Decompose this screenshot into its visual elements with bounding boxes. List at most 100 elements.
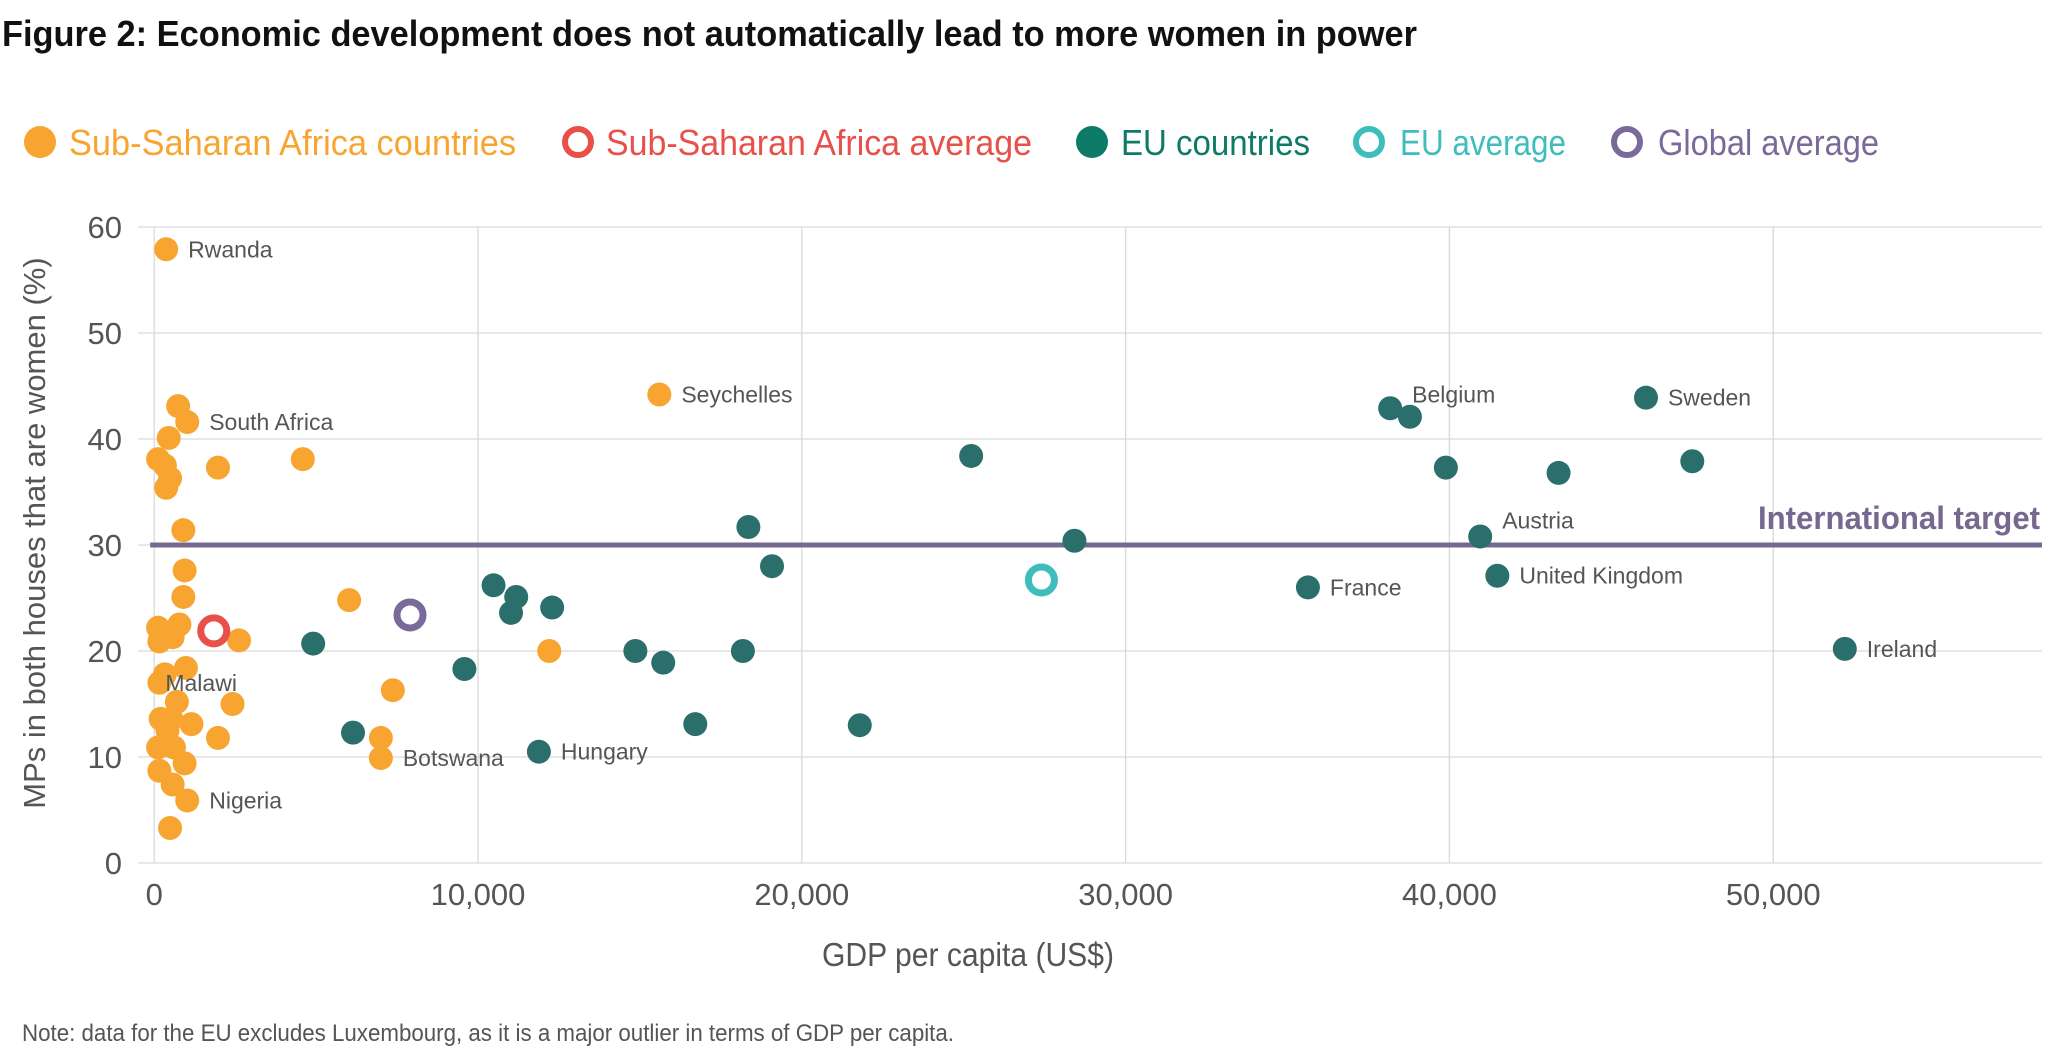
legend: Sub-Saharan Africa countries Sub-Saharan …: [24, 122, 1879, 163]
data-point: [368, 746, 393, 771]
data-point: [175, 410, 200, 435]
data-point: [1633, 385, 1658, 410]
data-point: [1468, 524, 1493, 549]
data-point: [172, 558, 197, 583]
x-tick-label: 50,000: [1726, 877, 1821, 912]
reference-line-group: International target: [150, 500, 2042, 548]
data-point: [227, 628, 252, 653]
data-point: [683, 712, 708, 737]
data-point: [172, 751, 197, 776]
point-label: Belgium: [1412, 381, 1495, 407]
chart-title: Figure 2: Economic development does not …: [2, 13, 1417, 54]
legend-item-label: Global average: [1658, 122, 1879, 163]
data-point: [651, 650, 676, 675]
y-tick-label: 0: [105, 846, 122, 881]
data-point: [160, 625, 185, 650]
data-point: [537, 639, 562, 663]
y-tick-label: 40: [88, 422, 122, 457]
legend-marker-ring: [562, 126, 594, 158]
data-point: [647, 382, 672, 407]
data-point: [760, 554, 785, 579]
point-label: Hungary: [561, 739, 648, 765]
legend-item-label: Sub-Saharan Africa countries: [69, 122, 516, 163]
data-point: [1397, 404, 1422, 429]
data-point: [175, 788, 200, 813]
data-point: [173, 655, 198, 680]
y-tick-label: 20: [88, 634, 122, 669]
point-label: Rwanda: [188, 236, 273, 262]
data-point: [1832, 636, 1857, 661]
data-point: [290, 447, 315, 472]
x-tick-label: 0: [146, 877, 163, 912]
data-point: [452, 657, 477, 682]
data-point: [847, 713, 872, 738]
legend-item-label: EU average: [1400, 122, 1566, 163]
x-tick-label: 10,000: [431, 877, 526, 912]
y-tick-label: 30: [88, 528, 122, 563]
x-tick-label: 20,000: [754, 877, 849, 912]
data-point: [171, 518, 196, 543]
y-tick-label: 10: [88, 740, 122, 775]
data-point: [154, 237, 179, 262]
data-point: [526, 739, 551, 764]
data-point: [380, 678, 405, 703]
point-label: United Kingdom: [1519, 563, 1683, 589]
data-point: [1546, 460, 1571, 485]
legend-item-label: EU countries: [1121, 122, 1310, 163]
data-point: [959, 443, 984, 468]
legend-marker-ring: [1611, 126, 1643, 158]
x-tick-label: 40,000: [1402, 877, 1497, 912]
data-point: [158, 816, 183, 841]
point-label: Sweden: [1668, 385, 1751, 411]
legend-item-label: Sub-Saharan Africa average: [606, 122, 1032, 163]
data-point: [1680, 449, 1705, 474]
data-point: [154, 475, 179, 500]
data-point: [171, 584, 196, 609]
data-point: [736, 514, 761, 539]
data-point: [730, 639, 755, 663]
data-point: [499, 600, 524, 625]
data-point: [1378, 396, 1403, 421]
data-point: [301, 631, 326, 656]
point-label: France: [1330, 574, 1402, 600]
international-target-label: International target: [1758, 500, 2040, 536]
average-marker: [393, 598, 427, 632]
data-point: [147, 670, 172, 695]
point-label: Seychelles: [681, 381, 792, 407]
data-point: [179, 712, 204, 737]
x-tick-label: 30,000: [1078, 877, 1173, 912]
data-point: [368, 725, 393, 750]
legend-marker-ring: [1353, 126, 1385, 158]
average-marker: [197, 614, 231, 648]
legend-marker-dot: [1076, 126, 1108, 158]
point-label: South Africa: [209, 409, 333, 435]
data-point: [220, 692, 245, 716]
data-point: [205, 455, 230, 480]
average-marker: [1024, 563, 1058, 597]
data-point: [1433, 455, 1458, 480]
legend-marker-dot: [24, 126, 56, 158]
data-point: [540, 595, 565, 620]
data-point: [1485, 563, 1510, 588]
y-axis-label: MPs in both houses that are women (%): [17, 257, 52, 808]
data-point: [1062, 528, 1087, 553]
data-point: [1295, 575, 1320, 600]
axes: 0 10 20 30 40 50 60 0 10,000 20,000 30,000 40,000 50…: [88, 210, 1821, 912]
chart-note: Note: data for the EU excludes Luxembour…: [22, 1020, 954, 1047]
point-label: Nigeria: [209, 787, 282, 813]
y-tick-label: 50: [88, 316, 122, 351]
data-point: [623, 639, 648, 663]
point-label: Botswana: [403, 745, 504, 771]
point-label: Austria: [1502, 508, 1574, 534]
data-point: [341, 720, 366, 745]
x-axis-label: GDP per capita (US$): [822, 936, 1114, 973]
data-point: [160, 772, 185, 797]
point-label: Ireland: [1867, 636, 1937, 662]
data-point: [156, 425, 181, 450]
data-point: [337, 588, 362, 613]
y-tick-label: 60: [88, 210, 122, 245]
data-point: [205, 725, 230, 750]
data-point: [481, 573, 506, 598]
